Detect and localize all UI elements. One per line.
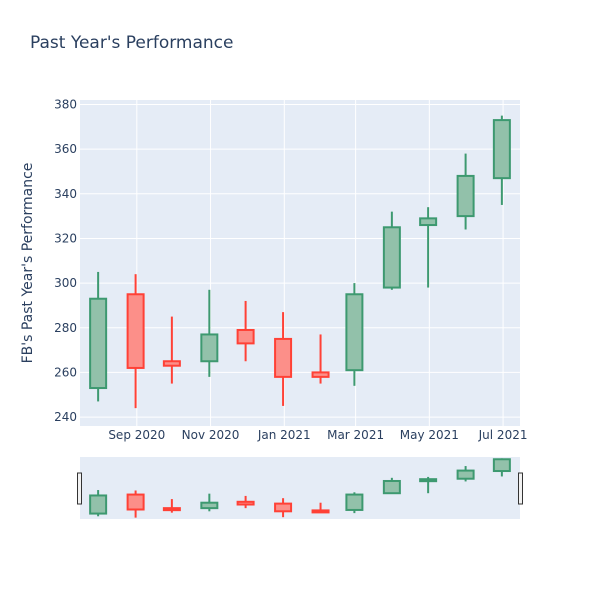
range-slider-candle	[311, 502, 330, 514]
candle-body	[162, 507, 181, 512]
y-tick-label: 320	[54, 231, 77, 245]
candle-body	[345, 293, 364, 372]
x-tick-label: Jul 2021	[478, 428, 528, 442]
range-slider-candle	[89, 490, 108, 517]
candle-body	[89, 494, 108, 515]
candle-increasing	[456, 153, 475, 230]
y-tick-label: 280	[54, 321, 77, 335]
candle-increasing	[492, 115, 511, 205]
candle-body	[126, 493, 145, 511]
y-tick-label: 360	[54, 142, 77, 156]
x-tick-label: May 2021	[400, 428, 459, 442]
candle-body	[419, 217, 438, 227]
range-slider-candle	[126, 490, 145, 518]
range-slider-candles	[89, 458, 511, 518]
candle-decreasing	[126, 274, 145, 409]
plot-background	[80, 100, 520, 426]
range-slider-candle	[382, 477, 401, 495]
candle-increasing	[419, 207, 438, 288]
y-axis-title: FB's Past Year's Performance	[20, 163, 36, 364]
y-tick-label: 240	[54, 410, 77, 424]
y-tick-labels: 240 260 280 300 320 340 360 380	[54, 97, 77, 424]
y-tick-label: 340	[54, 187, 77, 201]
x-tick-label: Mar 2021	[327, 428, 384, 442]
candle-decreasing	[274, 312, 293, 406]
candle-increasing	[382, 211, 401, 290]
candle-body	[274, 502, 293, 513]
range-slider-candle	[345, 492, 364, 514]
candle-body	[419, 478, 438, 483]
range-slider-candle	[200, 493, 219, 512]
chart-title: Past Year's Performance	[30, 33, 234, 53]
range-slider-left-handle[interactable]	[77, 472, 82, 505]
candle-body	[345, 493, 364, 511]
y-tick-label: 380	[54, 97, 77, 111]
candle-body	[311, 509, 330, 514]
candle-body	[200, 501, 219, 510]
candle-decreasing	[236, 300, 255, 362]
x-tick-label: Jan 2021	[257, 428, 311, 442]
y-tick-label: 300	[54, 276, 77, 290]
candle-body	[456, 469, 475, 480]
candle-body	[492, 458, 511, 473]
range-slider-background[interactable]	[80, 457, 520, 519]
x-tick-label: Sep 2020	[108, 428, 165, 442]
range-slider-right-handle[interactable]	[518, 472, 523, 505]
range-slider-candle	[492, 458, 511, 477]
range-slider-candle	[419, 476, 438, 494]
x-tick-labels: Sep 2020 Nov 2020 Jan 2021 Mar 2021 May 2021…	[108, 428, 527, 442]
candle-increasing	[200, 289, 219, 377]
candle-body	[200, 333, 219, 363]
candle-increasing	[345, 283, 364, 386]
candle-body	[311, 371, 330, 378]
candle-decreasing	[311, 334, 330, 384]
candle-body	[162, 360, 181, 367]
candle-increasing	[89, 271, 108, 402]
x-tick-label: Nov 2020	[182, 428, 240, 442]
candle-decreasing	[162, 316, 181, 384]
candle-body	[126, 293, 145, 369]
range-slider-candle	[236, 495, 255, 509]
candle-body	[382, 226, 401, 289]
range-slider-candle	[162, 499, 181, 513]
candles	[89, 115, 511, 409]
candle-body	[236, 500, 255, 506]
grid-lines	[80, 100, 520, 426]
candle-body	[382, 479, 401, 495]
range-slider-candle	[274, 498, 293, 518]
candle-body	[274, 337, 293, 378]
candle-body	[89, 297, 108, 390]
candle-body	[236, 328, 255, 345]
range-slider-candle	[456, 466, 475, 482]
candle-body	[492, 119, 511, 180]
candle-body	[456, 174, 475, 218]
y-tick-label: 260	[54, 365, 77, 379]
